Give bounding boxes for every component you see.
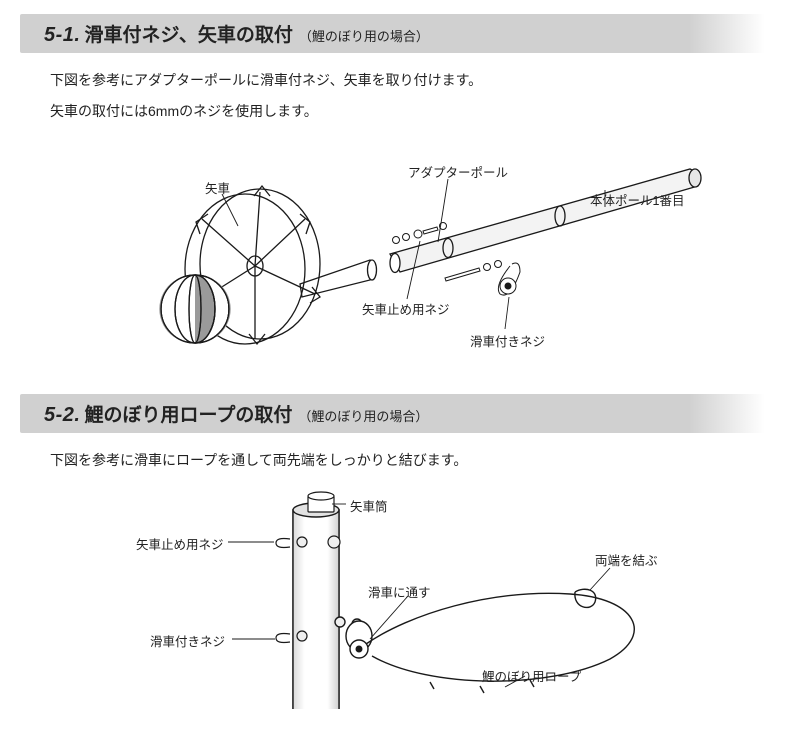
body-text-52: 下図を参考に滑車にロープを通して両先端をしっかりと結びます。 <box>50 447 750 474</box>
body-text-l2: 矢車の取付には6mmのネジを使用します。 <box>50 98 750 125</box>
section-number-2: 5-2. <box>44 404 80 427</box>
body-text-l1: 下図を参考にアダプターポールに滑車付ネジ、矢車を取り付けます。 <box>50 67 750 94</box>
label-tube: 矢車筒 <box>350 496 388 515</box>
diagram-5-2: 矢車筒 矢車止め用ネジ 両端を結ぶ 滑車に通す 滑車付きネジ 鯉のぼり用ロープ <box>50 484 750 709</box>
label-yaguruma: 矢車 <box>205 178 230 197</box>
section-header-5-1: 5-1. 滑車付ネジ、矢車の取付 （鯉のぼり用の場合） <box>20 14 780 53</box>
section-number: 5-1. <box>44 24 80 47</box>
label-stop-screw-1: 矢車止め用ネジ <box>362 299 450 318</box>
label-through-pulley: 滑車に通す <box>368 582 431 601</box>
diagram-5-1: 矢車 アダプターポール 本体ポール1番目 矢車止め用ネジ 滑車付きネジ <box>50 134 750 364</box>
section-title-2: 鯉のぼり用ロープの取付 <box>84 400 292 427</box>
label-adapter-pole: アダプターポール <box>408 162 508 181</box>
section-note: （鯉のぼり用の場合） <box>299 26 429 45</box>
section-header-5-2: 5-2. 鯉のぼり用ロープの取付 （鯉のぼり用の場合） <box>20 394 780 433</box>
section-note-2: （鯉のぼり用の場合） <box>298 406 428 425</box>
label-rope: 鯉のぼり用ロープ <box>482 666 581 685</box>
section-5-2: 5-2. 鯉のぼり用ロープの取付 （鯉のぼり用の場合） 下図を参考に滑車にロープ… <box>0 394 800 709</box>
label-pulley-screw-1: 滑車付きネジ <box>470 331 545 350</box>
section-title: 滑車付ネジ、矢車の取付 <box>84 20 292 47</box>
label-both-ends: 両端を結ぶ <box>595 550 658 569</box>
label-stop-screw-2: 矢車止め用ネジ <box>136 534 224 553</box>
label-body-pole: 本体ポール1番目 <box>590 190 684 209</box>
label-pulley-screw-2: 滑車付きネジ <box>150 631 225 650</box>
section-5-1: 5-1. 滑車付ネジ、矢車の取付 （鯉のぼり用の場合） 下図を参考にアダプターポ… <box>0 14 800 364</box>
diagram-5-1-svg <box>50 134 750 364</box>
